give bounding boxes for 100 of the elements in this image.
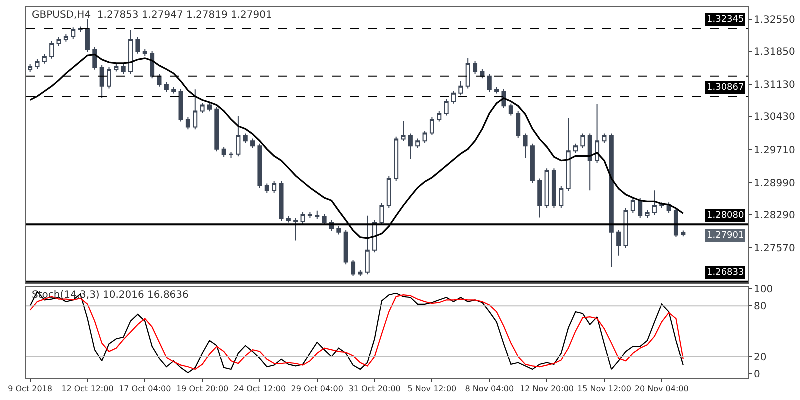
text: 1.27901 xyxy=(707,231,744,241)
x-tick-label: 9 Oct 2018 xyxy=(8,384,52,394)
candlestick xyxy=(566,118,571,192)
ref-line-label: 1.30867 xyxy=(707,83,744,93)
ref-line-label: 1.26833 xyxy=(707,268,744,278)
candlestick xyxy=(516,110,521,139)
candlestick xyxy=(64,34,68,42)
y-tick-label: 1.28290 xyxy=(754,210,796,222)
candlestick xyxy=(200,102,205,114)
candlestick xyxy=(50,40,54,60)
candlestick xyxy=(652,190,657,216)
candlestick xyxy=(494,86,500,94)
candlestick xyxy=(645,210,650,219)
candlestick xyxy=(630,198,636,214)
y-tick-label: 1.31130 xyxy=(754,80,796,92)
candlestick xyxy=(380,203,384,226)
candlestick xyxy=(207,102,212,112)
chart-title: GBPUSD,H4 1.27853 1.27947 1.27819 1.27901 xyxy=(32,10,272,21)
candlestick xyxy=(365,215,370,276)
candlestick xyxy=(164,82,169,92)
ref-line-label: 1.28080 xyxy=(707,211,744,221)
candlestick xyxy=(574,143,578,154)
candlestick xyxy=(322,214,327,226)
x-tick-label: 20 Nov 04:00 xyxy=(634,384,689,394)
candlestick xyxy=(624,208,628,249)
candlestick xyxy=(401,120,406,142)
y-tick-label: 20 xyxy=(754,352,767,364)
candlestick xyxy=(344,230,348,266)
candlestick xyxy=(250,138,256,149)
candlestick xyxy=(544,168,550,209)
candlestick xyxy=(150,51,155,80)
candlestick xyxy=(106,66,112,90)
candlestick xyxy=(394,136,399,182)
candlestick xyxy=(616,230,622,256)
candlestick xyxy=(638,198,643,219)
candlestick xyxy=(595,104,600,164)
x-tick-label: 24 Oct 12:00 xyxy=(234,384,286,394)
candlestick xyxy=(508,103,514,116)
candlestick xyxy=(157,74,162,88)
candlestick xyxy=(92,46,98,70)
candlestick xyxy=(142,48,148,57)
candlestick xyxy=(674,208,678,238)
y-tick-label: 1.32550 xyxy=(754,14,796,26)
candlestick xyxy=(480,68,485,80)
candlestick xyxy=(243,133,248,144)
x-tick-label: 31 Oct 20:00 xyxy=(348,384,401,394)
candlestick xyxy=(172,86,176,94)
y-tick-label: 1.27570 xyxy=(754,244,796,255)
candlestick xyxy=(458,80,464,96)
candlestick xyxy=(193,89,198,130)
candlestick xyxy=(351,259,356,278)
candlestick xyxy=(681,230,686,238)
x-tick-label: 19 Oct 20:00 xyxy=(176,384,229,394)
y-tick-label: 1.30430 xyxy=(754,112,796,124)
x-tick-label: 17 Oct 04:00 xyxy=(119,384,172,394)
candlestick xyxy=(422,130,428,144)
candlestick xyxy=(121,64,126,75)
candlestick xyxy=(258,143,262,189)
candlestick xyxy=(272,180,277,194)
candlestick xyxy=(358,270,363,278)
candlestick xyxy=(602,133,607,144)
candlestick xyxy=(487,74,492,92)
candlestick xyxy=(609,133,614,268)
x-tick-label: 12 Oct 12:00 xyxy=(62,384,114,394)
y-tick-label: 1.29710 xyxy=(754,145,796,156)
candlestick xyxy=(186,116,190,130)
candlestick xyxy=(408,133,413,160)
candlestick xyxy=(28,64,33,73)
candlestick xyxy=(286,216,291,224)
candlestick xyxy=(444,98,449,116)
candlestick xyxy=(523,133,528,159)
candlestick xyxy=(300,212,306,225)
candlestick xyxy=(437,110,442,122)
candlestick xyxy=(466,58,470,90)
candlestick xyxy=(229,152,234,159)
candlestick xyxy=(473,60,478,75)
candlestick xyxy=(128,29,134,75)
candlestick xyxy=(315,210,320,220)
candlestick xyxy=(279,180,284,222)
y-tick-label: 0 xyxy=(754,369,760,380)
x-tick-label: 12 Nov 20:00 xyxy=(520,384,574,394)
candlestick xyxy=(236,116,241,158)
candlestick xyxy=(85,18,90,52)
candlestick xyxy=(580,133,586,149)
candlestick xyxy=(294,218,298,242)
candlestick xyxy=(538,178,542,218)
x-tick-label: 8 Nov 04:00 xyxy=(465,384,514,394)
candlestick xyxy=(588,133,592,192)
candlestick xyxy=(308,212,312,219)
candlestick xyxy=(336,226,342,236)
candlestick xyxy=(35,58,40,70)
candlestick xyxy=(114,64,119,72)
candlestick xyxy=(530,143,535,184)
x-tick-label: 5 Nov 12:00 xyxy=(408,384,457,394)
x-tick-label: 15 Nov 12:00 xyxy=(577,384,632,394)
candlestick xyxy=(386,176,392,209)
y-tick-label: 100 xyxy=(754,284,774,296)
y-tick-label: 1.31850 xyxy=(754,47,796,58)
candlestick xyxy=(178,88,184,122)
candlestick xyxy=(136,36,140,54)
